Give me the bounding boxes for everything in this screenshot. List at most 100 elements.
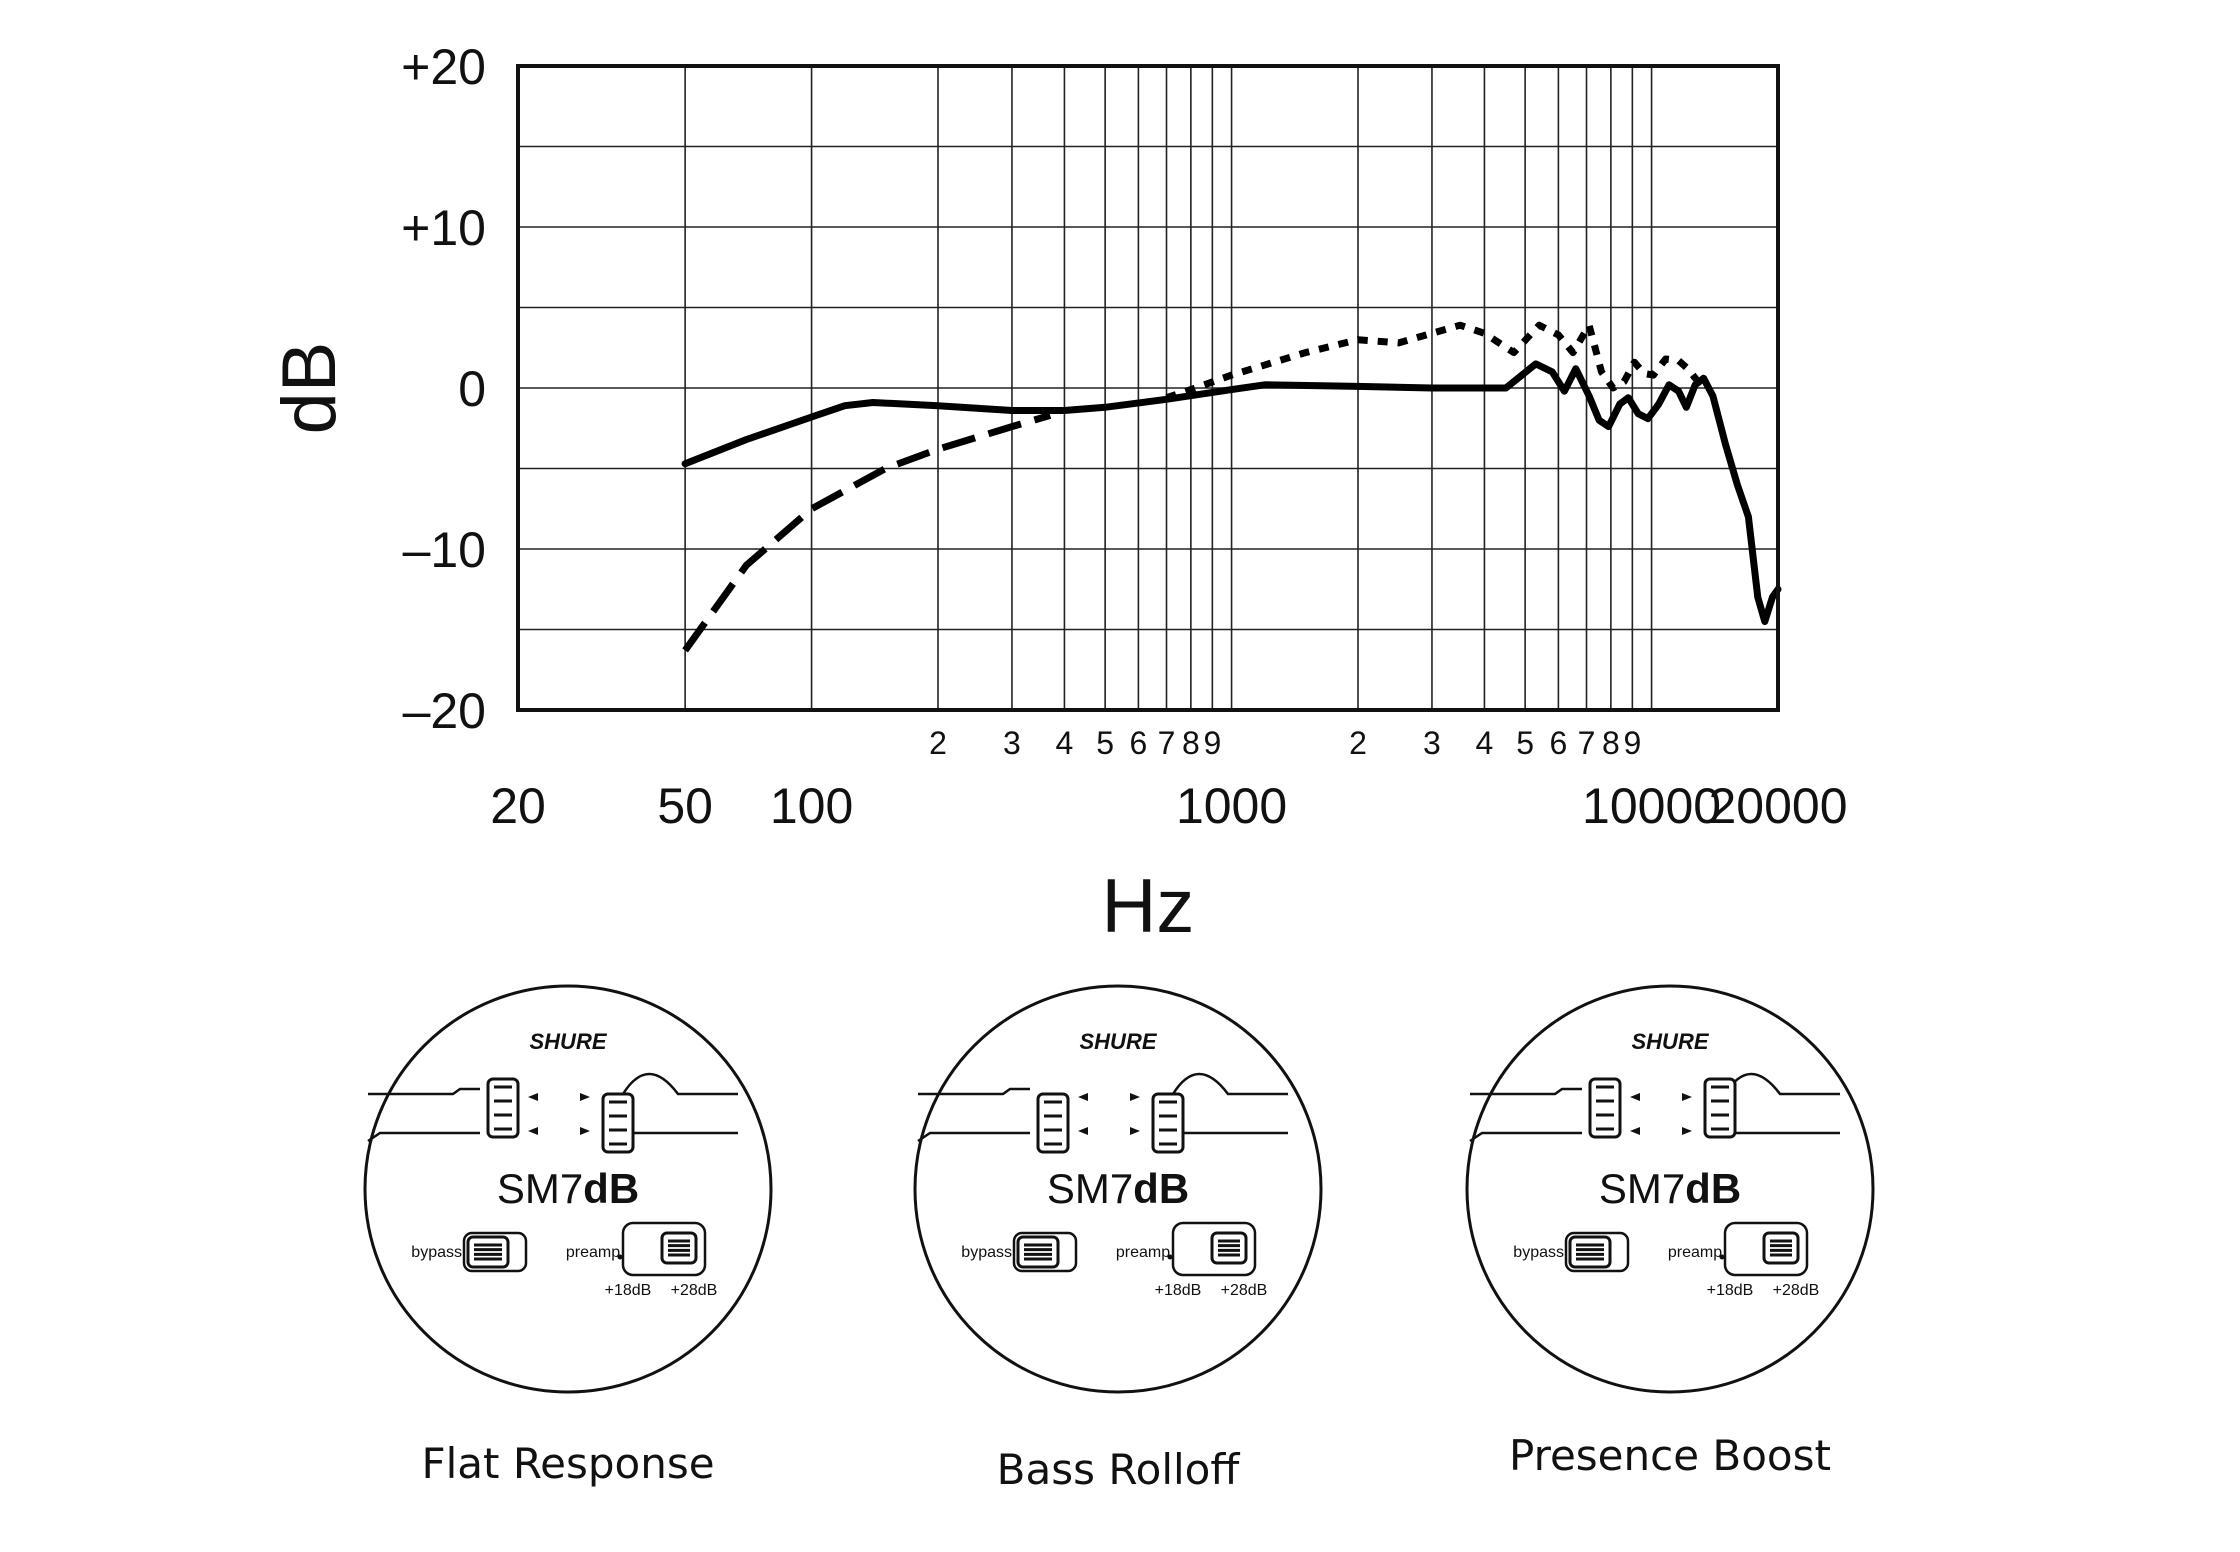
preamp-label: preamp: [1668, 1244, 1722, 1261]
x-minor-tick-label: 4: [1056, 725, 1074, 761]
gain-high-label: +28dB: [1221, 1282, 1268, 1299]
x-tick-label: 100: [770, 778, 853, 834]
brand-logo: SHURE: [529, 1029, 607, 1054]
flat-eq-icon: [918, 1087, 1030, 1096]
x-tick-label: 20: [490, 778, 546, 834]
x-tick-label: 10000: [1582, 778, 1721, 834]
model-name: SM7dB: [1599, 1165, 1741, 1212]
presence-eq-icon: [608, 1072, 738, 1096]
switch-arrow-icon: [580, 1127, 590, 1135]
chart-curves: [681, 321, 1782, 653]
y-tick-label: +20: [401, 39, 486, 95]
x-axis-label: Hz: [1102, 864, 1195, 949]
y-tick-label: +10: [401, 200, 486, 256]
bypass-label: bypass: [1513, 1244, 1564, 1261]
x-minor-tick-label: 4: [1476, 725, 1494, 761]
dial-outline: [1465, 984, 1875, 1394]
eq-switch-housing: [1151, 1092, 1185, 1154]
gain-high-label: +28dB: [671, 1282, 718, 1299]
switch-arrow-icon: [580, 1093, 590, 1101]
dial-3: SHURE SM7dB bypass preamp +18dB +28dB: [1465, 984, 1875, 1394]
switch-arrow-icon: [528, 1127, 538, 1135]
model-name: SM7dB: [497, 1165, 639, 1212]
x-minor-tick-label: 3: [1003, 725, 1021, 761]
eq-switch-housing: [1210, 1231, 1248, 1265]
x-tick-label: 1000: [1176, 778, 1287, 834]
x-minor-tick-label: 2: [1349, 725, 1367, 761]
eq-switch-housing: [1016, 1235, 1060, 1269]
x-tick-label: 20000: [1708, 778, 1847, 834]
preset-caption: Flat Response: [421, 1439, 714, 1488]
y-axis-label: dB: [267, 342, 352, 435]
dial-1: SHURE SM7dB bypass preamp +18dB +28dB: [363, 984, 773, 1394]
switch-arrow-icon: [1078, 1127, 1088, 1135]
model-suffix: dB: [1133, 1165, 1189, 1212]
dial-2: SHURE SM7dB bypass preamp +18dB +28dB: [913, 984, 1323, 1394]
brand-logo: SHURE: [1631, 1029, 1709, 1054]
x-minor-tick-label: 7: [1158, 725, 1176, 761]
x-minor-tick-label: 8: [1602, 725, 1620, 761]
gain-low-label: +18dB: [605, 1282, 652, 1299]
eq-switch-housing: [486, 1077, 520, 1139]
switch-arrow-icon: [1078, 1093, 1088, 1101]
y-tick-label: –20: [403, 683, 486, 739]
x-minor-tick-label: 6: [1129, 725, 1147, 761]
preset-caption: Bass Rolloff: [997, 1445, 1241, 1494]
plot-frame: [516, 64, 1780, 712]
eq-switch-housing: [660, 1231, 698, 1265]
flat-eq-icon: [1470, 1087, 1582, 1096]
gain-high-label: +28dB: [1773, 1282, 1820, 1299]
x-minor-tick-label: 9: [1203, 725, 1221, 761]
switch-arrow-icon: [1630, 1127, 1640, 1135]
switch-arrow-icon: [1630, 1093, 1640, 1101]
switch-arrow-icon: [1130, 1093, 1140, 1101]
gain-low-label: +18dB: [1155, 1282, 1202, 1299]
bypass-label: bypass: [411, 1244, 462, 1261]
model-suffix: dB: [583, 1165, 639, 1212]
x-minor-tick-label: 6: [1549, 725, 1567, 761]
response-curve-dotted: [1165, 321, 1700, 402]
gain-low-label: +18dB: [1707, 1282, 1754, 1299]
model-suffix: dB: [1685, 1165, 1741, 1212]
switch-arrow-icon: [1682, 1127, 1692, 1135]
x-minor-tick-label: 7: [1578, 725, 1596, 761]
eq-switch-housing: [1568, 1235, 1612, 1269]
eq-switch-housing: [1588, 1077, 1622, 1139]
response-curve-dashed: [682, 412, 1052, 653]
flat-eq-icon: [368, 1087, 480, 1096]
rolloff-eq-icon: [367, 1131, 480, 1143]
switch-arrow-icon: [528, 1093, 538, 1101]
x-minor-tick-label: 9: [1623, 725, 1641, 761]
x-minor-tick-label: 5: [1096, 725, 1114, 761]
eq-switch-housing: [1762, 1231, 1800, 1265]
preamp-label: preamp: [1116, 1244, 1170, 1261]
eq-switch-housing: [1036, 1092, 1070, 1154]
preset-caption: Presence Boost: [1509, 1431, 1831, 1480]
rolloff-eq-icon: [1469, 1131, 1582, 1143]
y-tick-labels: +20 +10 0 –10 –20: [401, 39, 486, 739]
x-tick-label: 50: [657, 778, 713, 834]
brand-logo: SHURE: [1079, 1029, 1157, 1054]
preamp-label: preamp: [566, 1244, 620, 1261]
rolloff-eq-icon: [917, 1131, 1030, 1143]
dial-outline: [363, 984, 773, 1394]
bypass-label: bypass: [961, 1244, 1012, 1261]
model-prefix: SM7: [1047, 1165, 1133, 1212]
eq-switch-housing: [601, 1092, 635, 1154]
model-prefix: SM7: [1599, 1165, 1685, 1212]
switch-arrow-icon: [1682, 1093, 1692, 1101]
response-curve-solid: [681, 360, 1782, 625]
preamp-dot: [1719, 1254, 1725, 1260]
x-minor-tick-label: 2: [929, 725, 947, 761]
x-minor-tick-label: 8: [1182, 725, 1200, 761]
preamp-dot: [1167, 1254, 1173, 1260]
eq-switch-housing: [466, 1235, 510, 1269]
presence-eq-icon: [1158, 1072, 1288, 1096]
model-name: SM7dB: [1047, 1165, 1189, 1212]
model-prefix: SM7: [497, 1165, 583, 1212]
x-minor-tick-label: 5: [1516, 725, 1534, 761]
